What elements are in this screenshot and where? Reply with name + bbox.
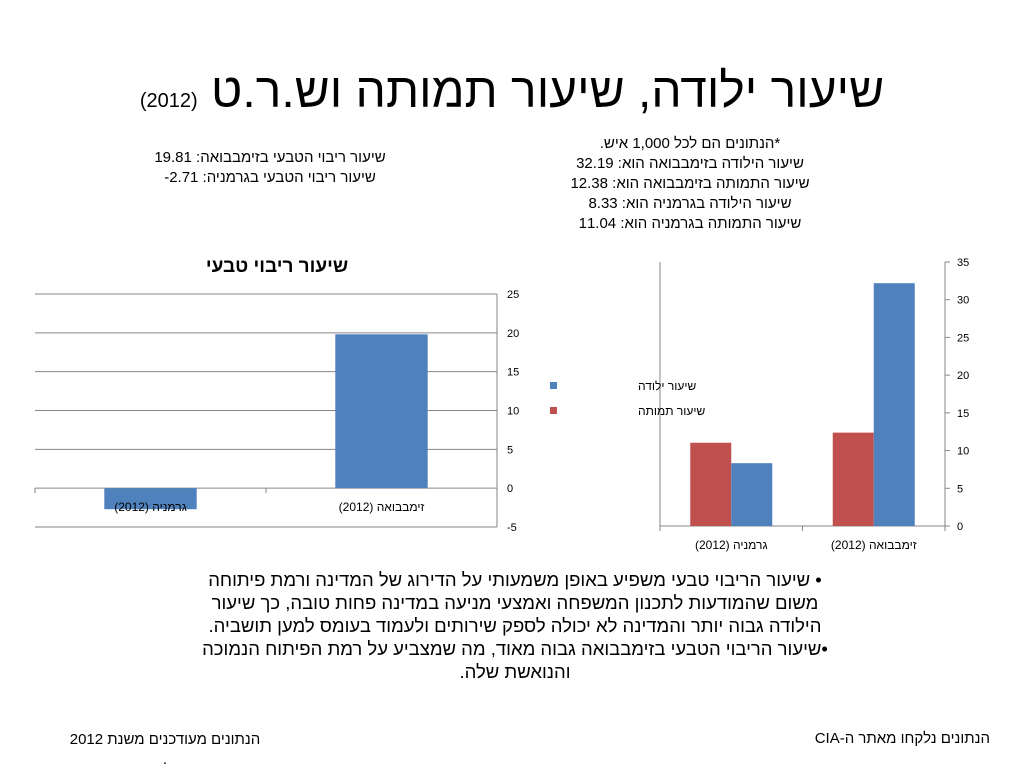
bar xyxy=(731,463,773,526)
y-tick-label: 25 xyxy=(507,289,519,301)
note-line: שיעור ריבוי הטבעי בגרמניה: 2.71- xyxy=(164,169,376,186)
legend-label: שיעור תמותה xyxy=(638,404,706,418)
y-tick-label: 25 xyxy=(957,332,969,344)
note-line: שיעור הילודה בגרמניה הוא: 8.33 xyxy=(588,195,792,212)
y-tick-label: 35 xyxy=(957,257,969,269)
legend-swatch xyxy=(550,407,557,414)
bar xyxy=(335,334,428,489)
bar xyxy=(104,488,197,510)
y-tick-label: 20 xyxy=(507,328,519,340)
y-tick-label: 30 xyxy=(957,295,969,307)
rates-note: *הנתונים הם לכל 1,000 איש. שיעור הילודה … xyxy=(510,134,870,234)
y-tick-label: 20 xyxy=(957,370,969,382)
y-tick-label: 10 xyxy=(507,406,519,418)
note-line: שיעור ריבוי הטבעי בזימבבואה: 19.81 xyxy=(154,149,386,166)
natural-increase-note: שיעור ריבוי הטבעי בזימבבואה: 19.81 שיעור… xyxy=(60,148,480,188)
note-line: שיעור הילודה בזימבבואה הוא: 32.19 xyxy=(576,155,804,172)
y-tick-label: 15 xyxy=(957,408,969,420)
bar xyxy=(690,442,732,526)
x-category-label: גרמניה (2012) xyxy=(114,500,187,514)
birth-death-rate-chart: 0 5 10 15 20 25 30 35 גרמניה (2012) זימבבואה (201… xyxy=(550,257,969,552)
y-tick-label: -5 xyxy=(507,522,517,534)
footer-source: הנתונים נלקחו מאתר ה-CIA xyxy=(814,730,990,747)
note-line: שיעור התמותה בזימבבואה הוא: 12.38 xyxy=(570,175,810,192)
legend-swatch xyxy=(550,382,557,389)
note-line: *הנתונים הם לכל 1,000 איש. xyxy=(599,135,781,152)
legend-label: שיעור ילודה xyxy=(638,379,696,393)
bullet-item: • שיעור הריבוי טבעי משפיע באופן משמעותי … xyxy=(208,569,822,636)
y-tick-label: 15 xyxy=(507,367,519,379)
bullet-item: •שיעור הריבוי הטבעי בזימבבואה גבוה מאוד,… xyxy=(202,638,828,682)
y-tick-label: 0 xyxy=(507,483,513,495)
footer-dot: . xyxy=(162,751,168,768)
note-line: שיעור התמותה בגרמניה הוא: 11.04 xyxy=(578,215,802,232)
natural-increase-chart: שיעור ריבוי טבעי -5 0 5 10 15 20 25 גרמניה (2012… xyxy=(34,256,519,534)
x-category-label: גרמניה (2012) xyxy=(695,538,768,552)
bar xyxy=(832,432,874,526)
y-tick-label: 5 xyxy=(507,444,513,456)
slide-title: שיעור ילודה, שיעור תמותה וש.ר.ט (2012) xyxy=(0,62,1024,131)
y-tick-label: 0 xyxy=(957,521,963,533)
footer-updated-text: הנתונים מעודכנים משנת 2012 xyxy=(69,731,261,748)
title-year: (2012) xyxy=(139,90,198,112)
x-category-label: זימבבואה (2012) xyxy=(339,500,425,514)
x-category-label: זימבבואה (2012) xyxy=(831,538,917,552)
bullet-text: • שיעור הריבוי טבעי משפיע באופן משמעותי … xyxy=(200,568,830,683)
y-tick-label: 5 xyxy=(957,483,963,495)
bar xyxy=(873,283,915,526)
chart-title: שיעור ריבוי טבעי xyxy=(206,256,348,277)
footer-updated: הנתונים מעודכנים משנת 2012 . xyxy=(40,730,290,770)
title-main: שיעור ילודה, שיעור תמותה וש.ר.ט xyxy=(211,65,885,118)
y-tick-label: 10 xyxy=(957,446,969,458)
